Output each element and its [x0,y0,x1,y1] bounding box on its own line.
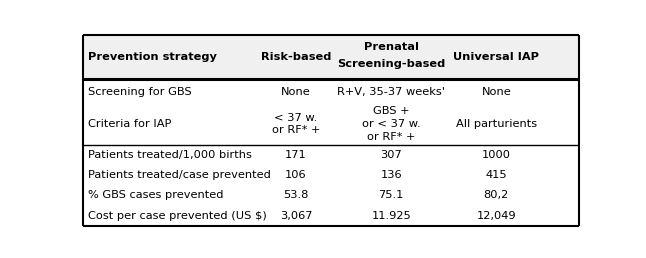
Text: 75.1: 75.1 [379,190,404,200]
Text: 3,067: 3,067 [280,211,312,221]
Text: Prevention strategy: Prevention strategy [89,52,217,62]
Text: 11.925: 11.925 [371,211,411,221]
Text: 1000: 1000 [482,150,511,160]
Text: None: None [481,87,511,97]
Text: 106: 106 [286,170,307,180]
Text: 80,2: 80,2 [484,190,509,200]
Text: Universal IAP: Universal IAP [453,52,539,62]
Text: All parturients: All parturients [455,119,537,129]
Text: Screening for GBS: Screening for GBS [89,87,192,97]
Text: Prenatal: Prenatal [364,42,419,52]
Text: % GBS cases prevented: % GBS cases prevented [89,190,224,200]
Text: Risk-based: Risk-based [261,52,331,62]
Text: Cost per case prevented (US $): Cost per case prevented (US $) [89,211,267,221]
Text: < 37 w.
or RF* +: < 37 w. or RF* + [272,112,320,135]
Bar [83,35,579,79]
Text: Criteria for IAP: Criteria for IAP [89,119,172,129]
Text: 136: 136 [380,170,402,180]
Text: Patients treated/case prevented: Patients treated/case prevented [89,170,271,180]
Text: None: None [281,87,311,97]
Text: 53.8: 53.8 [284,190,309,200]
Text: 171: 171 [285,150,307,160]
Text: R+V, 35-37 weeks': R+V, 35-37 weeks' [337,87,445,97]
Text: 415: 415 [486,170,507,180]
Text: Patients treated/1,000 births: Patients treated/1,000 births [89,150,252,160]
Text: 307: 307 [380,150,402,160]
Text: GBS +
or < 37 w.
or RF* +: GBS + or < 37 w. or RF* + [362,106,421,142]
Text: Screening-based: Screening-based [337,59,445,69]
Text: 12,049: 12,049 [477,211,516,221]
